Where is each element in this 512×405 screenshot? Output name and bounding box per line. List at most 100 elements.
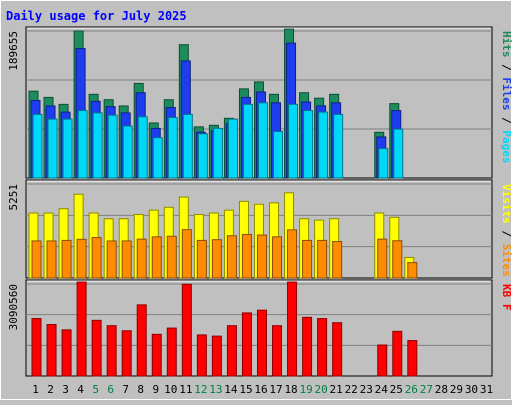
day-axis-labels: 1 2 3 4 5 6 7 8 9 10 11 12 13 14 15 16 17 18 19 20 21 22 23 24 2… — [32, 383, 493, 396]
legend-entry: Files — [500, 77, 512, 110]
bar-sites-day-18 — [287, 229, 298, 279]
bar-sites-day-11 — [181, 229, 192, 279]
bar-kb-f-day-3 — [61, 329, 72, 377]
day-label-9: 9 — [152, 383, 159, 396]
bar-sites-day-26 — [407, 262, 418, 279]
bar-sites-day-3 — [61, 239, 72, 279]
bar-pages-day-25 — [393, 128, 404, 179]
day-label-16: 16 — [254, 383, 267, 396]
day-label-23: 23 — [360, 383, 373, 396]
bar-kb-f-day-11 — [181, 283, 192, 377]
bar-pages-day-1 — [32, 113, 43, 179]
bar-sites-day-4 — [76, 238, 87, 279]
day-label-30: 30 — [465, 383, 478, 396]
bar-kb-f-day-12 — [196, 334, 207, 377]
day-label-22: 22 — [345, 383, 358, 396]
bar-pages-day-4 — [77, 110, 88, 179]
y-max-label: 3090560 — [7, 284, 20, 330]
bar-pages-day-7 — [122, 125, 133, 179]
bar-sites-day-8 — [136, 238, 147, 279]
panel-legend: Hits / Files / Pages — [500, 31, 512, 164]
y-max-label: 189655 — [7, 31, 20, 71]
day-label-13: 13 — [209, 383, 222, 396]
bar-kb-f-day-17 — [272, 325, 283, 377]
bar-pages-day-11 — [182, 113, 193, 179]
bar-kb-f-day-5 — [91, 319, 102, 377]
day-label-12: 12 — [194, 383, 207, 396]
bar-sites-day-24 — [377, 238, 388, 279]
bar-pages-day-18 — [288, 103, 299, 179]
day-label-28: 28 — [435, 383, 448, 396]
bar-pages-day-3 — [62, 118, 73, 179]
bar-pages-day-16 — [257, 102, 268, 179]
bar-sites-day-21 — [332, 240, 343, 279]
bar-sites-day-25 — [392, 240, 403, 279]
bar-kb-f-day-18 — [287, 281, 298, 377]
bar-pages-day-14 — [227, 118, 238, 179]
bar-sites-day-5 — [91, 237, 102, 279]
day-label-3: 3 — [62, 383, 69, 396]
bar-pages-day-6 — [107, 114, 118, 179]
bar-pages-day-10 — [167, 117, 178, 179]
day-label-18: 18 — [284, 383, 297, 396]
legend-entry: Pages — [500, 130, 512, 163]
bar-kb-f-day-10 — [166, 327, 177, 377]
bar-kb-f-day-24 — [377, 344, 388, 377]
day-label-1: 1 — [32, 383, 39, 396]
day-label-4: 4 — [77, 383, 84, 396]
bar-kb-f-day-16 — [256, 309, 267, 377]
bar-pages-day-17 — [273, 130, 284, 179]
day-label-25: 25 — [390, 383, 403, 396]
bar-pages-day-15 — [242, 103, 253, 179]
bar-kb-f-day-14 — [226, 325, 237, 377]
panel-kbytes: 3090560 KB F — [7, 279, 512, 377]
bar-pages-day-20 — [318, 111, 329, 179]
bar-sites-day-7 — [121, 240, 132, 279]
day-label-31: 31 — [480, 383, 493, 396]
bar-sites-day-9 — [151, 236, 162, 279]
day-label-29: 29 — [450, 383, 463, 396]
bar-sites-day-12 — [196, 239, 207, 279]
bar-kb-f-day-7 — [121, 330, 132, 377]
day-label-7: 7 — [122, 383, 129, 396]
bar-kb-f-day-21 — [332, 322, 343, 377]
bar-pages-day-8 — [137, 116, 148, 179]
bar-pages-day-9 — [152, 137, 163, 179]
legend-entry: Visits — [500, 184, 512, 224]
bar-sites-day-16 — [256, 234, 267, 279]
panel-legend: KB F — [500, 284, 512, 311]
chart-title: Daily usage for July 2025 — [6, 9, 187, 23]
day-label-19: 19 — [299, 383, 312, 396]
bar-sites-day-6 — [106, 240, 117, 279]
day-label-8: 8 — [137, 383, 144, 396]
day-label-17: 17 — [269, 383, 282, 396]
day-label-11: 11 — [179, 383, 192, 396]
day-label-10: 10 — [164, 383, 177, 396]
y-max-label: 5251 — [7, 184, 20, 211]
bar-sites-day-2 — [46, 240, 57, 279]
legend-entry: / — [500, 58, 512, 78]
bar-pages-day-13 — [212, 127, 223, 179]
bar-pages-day-24 — [378, 148, 389, 179]
day-label-21: 21 — [330, 383, 343, 396]
bar-kb-f-day-13 — [211, 335, 222, 377]
bar-kb-f-day-9 — [151, 333, 162, 377]
bar-kb-f-day-1 — [31, 318, 42, 377]
bar-sites-day-17 — [272, 236, 283, 279]
panel-legend: Visits / Sites — [500, 184, 512, 277]
day-label-14: 14 — [224, 383, 238, 396]
bar-kb-f-day-15 — [241, 312, 252, 377]
bar-kb-f-day-20 — [317, 318, 328, 377]
day-label-26: 26 — [405, 383, 418, 396]
day-label-2: 2 — [47, 383, 54, 396]
bar-sites-day-14 — [226, 235, 237, 279]
bar-pages-day-12 — [197, 133, 208, 179]
panel-hits_files_pages: 189655 Hits / Files / Pages — [7, 26, 512, 179]
legend-entry: Hits — [500, 31, 512, 58]
day-label-5: 5 — [92, 383, 99, 396]
bar-kb-f-day-2 — [46, 324, 57, 377]
day-label-24: 24 — [375, 383, 389, 396]
bar-sites-day-20 — [317, 239, 328, 279]
